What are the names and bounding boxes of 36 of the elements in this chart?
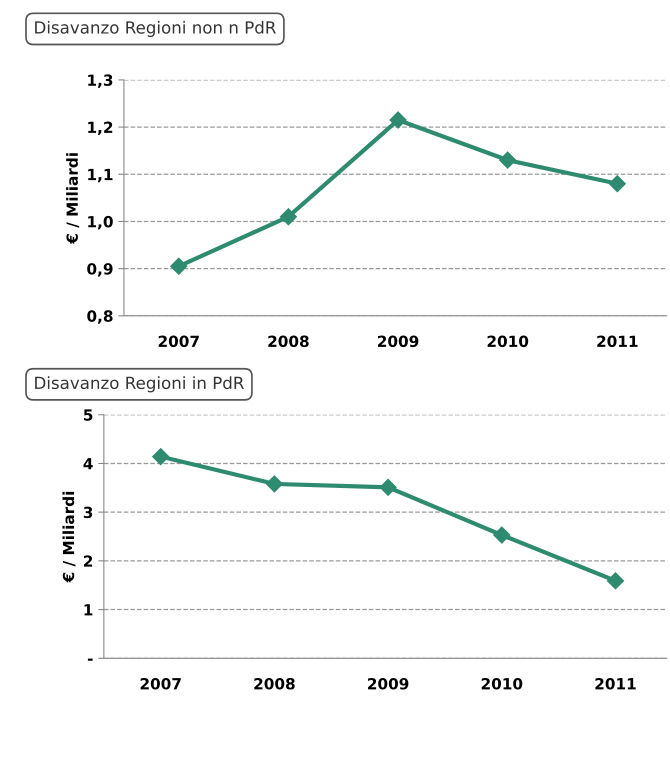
y-axis-title: € / Miliardi [66, 153, 80, 244]
x-tick-label: 2007 [140, 678, 181, 690]
point [499, 152, 516, 169]
point [608, 175, 626, 192]
point [266, 475, 283, 492]
x-tick-label: 2011 [597, 336, 638, 348]
y-tick-label: 4 [83, 458, 93, 470]
y-tick-label: 3 [84, 506, 92, 518]
y-axis-title: € / Miliardi [62, 492, 76, 583]
point [280, 208, 297, 226]
y-tick-label: - [88, 658, 93, 661]
y-tick-label: 1 [84, 604, 92, 616]
point [493, 526, 510, 544]
y-tick-label: 0,8 [87, 310, 113, 324]
y-tick-label: 2 [84, 555, 92, 567]
point [380, 478, 397, 496]
x-tick-label: 2007 [158, 336, 199, 348]
y-tick-label: 0,9 [87, 263, 113, 277]
y-tick-label: 5 [84, 409, 92, 421]
x-tick-label: 2008 [254, 678, 295, 690]
x-tick-label: 2009 [368, 678, 408, 690]
chart-title: Disavanzo Regioni in PdR [35, 376, 244, 392]
x-tick-label: 2011 [595, 678, 636, 690]
point [389, 111, 407, 129]
y-tick-label: 1,3 [88, 74, 112, 88]
point [170, 258, 188, 275]
y-tick-label: 1,1 [88, 168, 112, 182]
x-tick-label: 2008 [268, 336, 309, 348]
point [606, 572, 624, 590]
y-tick-label: 1,0 [88, 216, 113, 230]
x-tick-label: 2010 [482, 678, 522, 690]
point [152, 448, 170, 466]
chart-title: Disavanzo Regioni non n PdR [35, 20, 276, 37]
x-tick-label: 2010 [488, 336, 528, 348]
x-tick-label: 2009 [378, 336, 418, 348]
y-tick-label: 1,2 [88, 122, 112, 136]
